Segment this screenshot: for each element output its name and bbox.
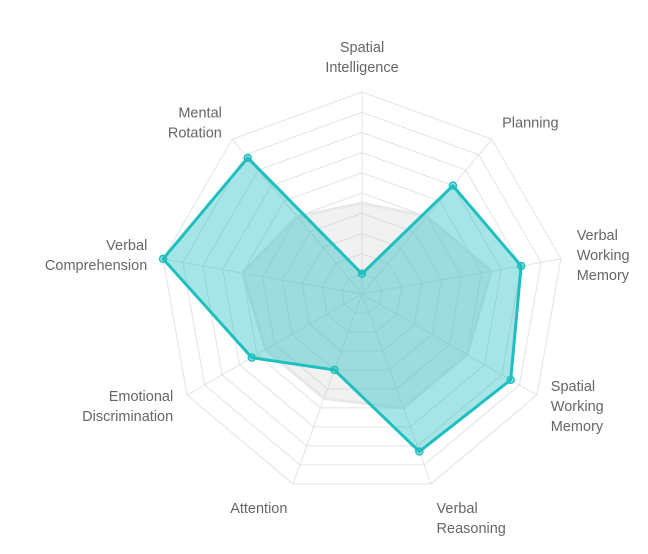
grid-ring: [182, 111, 542, 466]
axis-spoke-verbal-working-memory: [361, 258, 562, 295]
axis-label-line: Memory: [551, 419, 604, 435]
series-1-point-verbal-reasoning: [415, 447, 424, 456]
grid-ring: [341, 273, 383, 314]
axis-label-planning: Planning: [502, 115, 558, 131]
axis-label-line: Intelligence: [325, 60, 398, 76]
axis-label-line: Rotation: [168, 125, 222, 141]
axis-label-line: Verbal: [577, 228, 618, 244]
axis-label-mental-rotation: Mental Rotation: [168, 105, 222, 141]
series-1-point-emotional-discrimination: [247, 353, 257, 362]
axis-spoke-emotional-discrimination: [186, 293, 363, 396]
axis-label-line: Mental: [178, 105, 222, 121]
radar-series: [158, 153, 526, 456]
axis-label-line: Discrimination: [82, 409, 173, 425]
axis-label-line: Verbal: [437, 501, 478, 517]
axis-label-attention: Attention: [230, 501, 287, 517]
series-1-point-spatial-intelligence: [357, 269, 367, 279]
series-1-area: [161, 156, 523, 454]
axis-spoke-attention: [292, 293, 363, 484]
grid-ring: [242, 172, 482, 409]
series-1-point-mental-rotation: [243, 153, 252, 163]
series-1-point-verbal-comprehension: [158, 254, 168, 264]
axis-label-line: Spatial: [551, 379, 595, 395]
axis-label-line: Spatial: [340, 40, 384, 56]
grid-ring: [321, 253, 403, 333]
series-1-point-verbal-working-memory: [516, 261, 526, 271]
grid-ring: [281, 212, 443, 371]
axis-label-verbal-reasoning: Verbal Reasoning: [437, 501, 506, 537]
axis-label-line: Reasoning: [437, 521, 506, 537]
axis-spoke-verbal-comprehension: [162, 258, 363, 295]
axis-label-line: Working: [551, 399, 604, 415]
series-1-point-attention: [330, 365, 339, 375]
axis-label-verbal-comprehension: Verbal Comprehension: [45, 238, 147, 274]
axis-label-spatial-working-memory: Spatial Working Memory: [551, 379, 604, 435]
series-2-area: [241, 201, 493, 410]
axis-label-line: Comprehension: [45, 258, 147, 274]
axis-label-line: Verbal: [106, 238, 147, 254]
axis-label-line: Planning: [502, 115, 558, 131]
axis-label-verbal-working-memory: Verbal Working Memory: [577, 228, 630, 284]
grid-ring: [301, 232, 423, 352]
axis-label-spatial-intelligence: Spatial Intelligence: [325, 40, 398, 76]
axis-label-emotional-discrimination: Emotional Discrimination: [82, 389, 173, 425]
series-1-point-spatial-working-memory: [506, 375, 515, 385]
grid-ring: [162, 91, 562, 485]
axis-labels: Spatial Intelligence Planning Verbal Working…: [45, 40, 630, 537]
series-1-point-planning: [448, 181, 458, 190]
axis-label-line: Attention: [230, 501, 287, 517]
grid-ring: [202, 131, 522, 447]
axis-label-line: Working: [577, 248, 630, 264]
grid-ring: [222, 152, 502, 428]
axis-label-line: Emotional: [109, 389, 173, 405]
axis-label-line: Memory: [577, 268, 630, 284]
grid-ring: [262, 192, 462, 390]
